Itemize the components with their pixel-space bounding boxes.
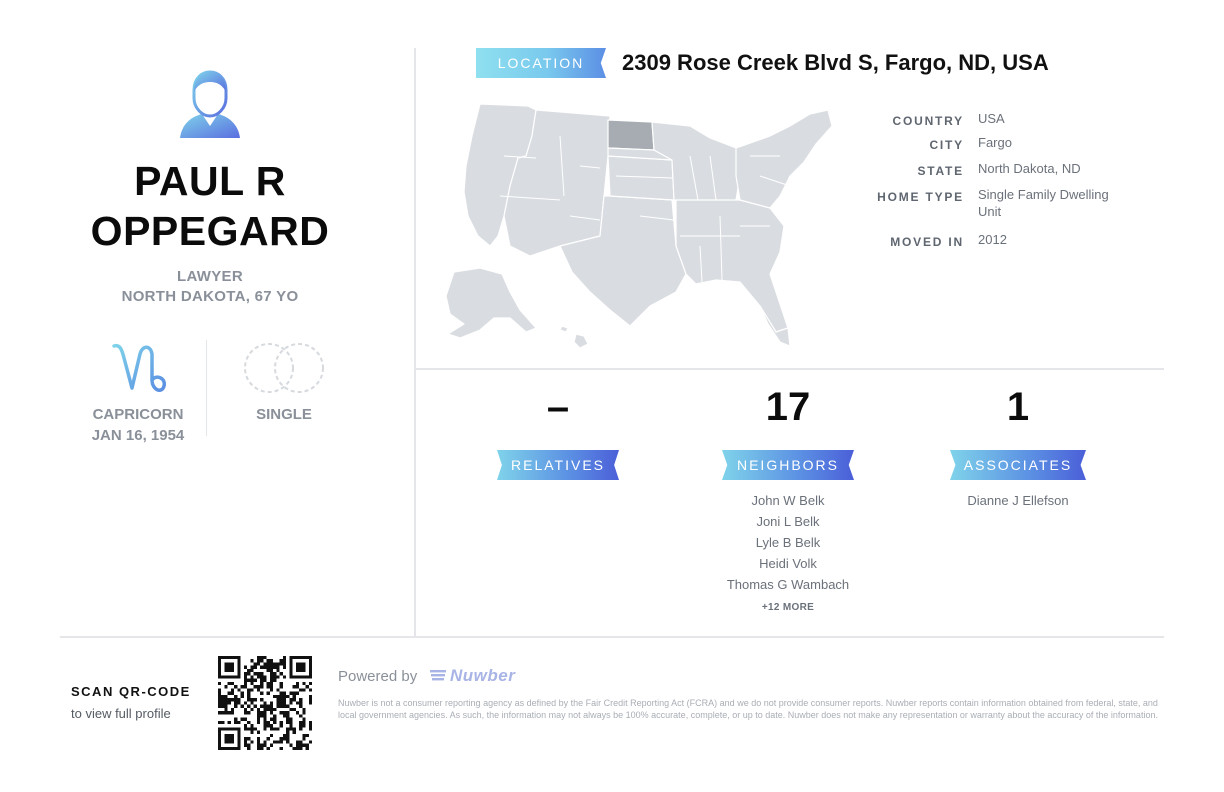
- detail-label: HOME TYPE: [877, 190, 964, 204]
- name-line-1: PAUL R: [134, 158, 286, 204]
- scan-title: SCAN QR-CODE: [71, 684, 191, 699]
- divider: [206, 340, 207, 436]
- map-north-dakota: [607, 119, 655, 151]
- more-link[interactable]: +12 MORE: [761, 602, 815, 613]
- qr-code[interactable]: [218, 656, 312, 750]
- map-hawaii: [573, 333, 589, 349]
- neighbors-count: 17: [765, 385, 811, 429]
- vertical-divider: [414, 48, 416, 636]
- detail-label: COUNTRY: [892, 114, 964, 128]
- name-line-2: OPPEGARD: [90, 208, 330, 254]
- zodiac-block: CAPRICORN JAN 16, 1954: [80, 340, 196, 444]
- marital-block: SINGLE: [232, 340, 336, 423]
- powered-by: Powered by: [338, 668, 418, 685]
- birth-date: JAN 16, 1954: [91, 427, 185, 444]
- map-mountain: [503, 109, 611, 257]
- us-map: [445, 103, 833, 349]
- map-south: [675, 199, 789, 333]
- location-ribbon: LOCATION: [476, 48, 606, 78]
- list-item[interactable]: Dianne J Ellefson: [967, 493, 1069, 508]
- map-florida-tip: [759, 305, 791, 347]
- list-item[interactable]: Lyle B Belk: [755, 535, 821, 550]
- capricorn-icon: [112, 343, 166, 392]
- detail-label: CITY: [929, 138, 964, 152]
- detail-label: STATE: [917, 164, 964, 178]
- scan-subtitle: to view full profile: [71, 706, 171, 721]
- list-item[interactable]: John W Belk: [751, 493, 825, 508]
- detail-value: USA: [978, 111, 1005, 126]
- associates-ribbon: ASSOCIATES: [950, 450, 1086, 480]
- detail-value: Single Family Dwelling Unit: [978, 187, 1109, 219]
- list-item[interactable]: Joni L Belk: [756, 514, 820, 529]
- relatives-count: –: [546, 385, 570, 429]
- detail-label: MOVED IN: [890, 235, 964, 249]
- address: 2309 Rose Creek Blvd S, Fargo, ND, USA: [622, 50, 1049, 75]
- marital-status: SINGLE: [256, 406, 312, 423]
- neighbors-ribbon: NEIGHBORS: [722, 450, 854, 480]
- neighbors-list: John W Belk Joni L Belk Lyle B Belk Heid…: [678, 490, 898, 618]
- map-alaska: [445, 267, 537, 339]
- person-name: PAUL R OPPEGARD: [40, 156, 380, 256]
- neighbors-stat: 17 NEIGHBORS John W Belk Joni L Belk Lyl…: [678, 384, 898, 618]
- user-avatar-icon: [180, 70, 240, 138]
- map-hawaii-2: [559, 325, 569, 333]
- brand-logo[interactable]: Nuwber: [450, 666, 516, 685]
- occupation: LAWYER: [177, 268, 243, 285]
- horizontal-divider: [416, 368, 1164, 370]
- rings-icon: [244, 343, 324, 393]
- detail-value: Fargo: [978, 135, 1012, 150]
- list-item[interactable]: Thomas G Wambach: [726, 577, 850, 592]
- detail-value: 2012: [978, 232, 1007, 247]
- zodiac-sign: CAPRICORN: [92, 406, 184, 423]
- associates-stat: 1 ASSOCIATES Dianne J Ellefson: [908, 384, 1128, 511]
- detail-value: North Dakota, ND: [978, 161, 1081, 176]
- region-age: NORTH DAKOTA, 67 YO: [121, 288, 299, 305]
- associates-count: 1: [1006, 385, 1030, 429]
- list-item[interactable]: Heidi Volk: [759, 556, 817, 571]
- relatives-ribbon: RELATIVES: [497, 450, 619, 480]
- relatives-stat: – RELATIVES: [448, 384, 668, 480]
- nuwber-logo-icon: [430, 670, 446, 681]
- associates-list: Dianne J Ellefson: [908, 490, 1128, 511]
- footer-divider: [60, 636, 1164, 638]
- map-northeast: [735, 109, 833, 209]
- disclaimer: Nuwber is not a consumer reporting agenc…: [338, 698, 1158, 720]
